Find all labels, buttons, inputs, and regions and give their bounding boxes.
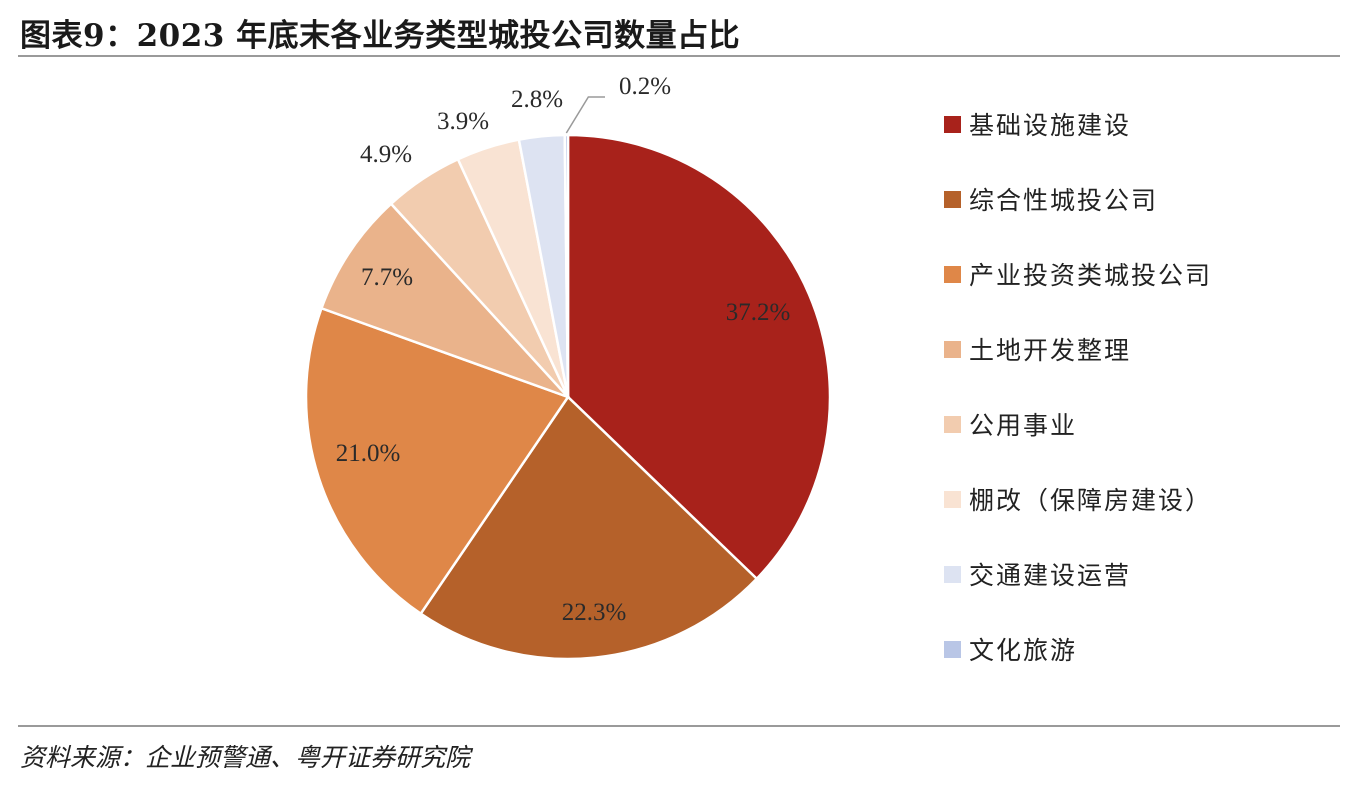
legend-item: 棚改（保障房建设）	[944, 479, 1212, 519]
legend-item: 综合性城投公司	[944, 179, 1158, 219]
chart-title: 图表9：2023 年底末各业务类型城投公司数量占比	[20, 18, 741, 54]
legend-item: 交通建设运营	[944, 554, 1131, 594]
pie-slice-2	[418, 395, 759, 661]
legend-label: 棚改（保障房建设）	[969, 486, 1213, 515]
pie-data-label: 37.2%	[726, 299, 791, 326]
legend-item: 公用事业	[944, 404, 1077, 444]
legend-swatch	[944, 265, 961, 283]
title-divider	[18, 55, 1340, 57]
legend-label: 文化旅游	[969, 636, 1078, 665]
legend-item: 土地开发整理	[944, 329, 1131, 369]
legend-swatch	[944, 415, 961, 433]
legend-label: 综合性城投公司	[969, 186, 1159, 215]
legend-label: 土地开发整理	[969, 336, 1132, 365]
legend-label: 公用事业	[969, 411, 1078, 440]
legend-swatch	[944, 115, 961, 133]
pie-data-label: 3.9%	[437, 108, 489, 135]
legend-swatch	[944, 190, 961, 208]
legend-item: 文化旅游	[944, 629, 1077, 669]
legend-swatch	[944, 565, 961, 583]
source-note: 资料来源：企业预警通、粤开证券研究院	[20, 743, 471, 772]
pie-data-label: 4.9%	[360, 141, 412, 168]
pie-data-label: 7.7%	[361, 264, 413, 291]
source-divider	[18, 725, 1340, 727]
legend-swatch	[944, 640, 961, 658]
pie-slice-1	[566, 133, 832, 581]
pie-slice-8	[563, 133, 570, 398]
legend-label: 基础设施建设	[969, 111, 1132, 140]
pie-slice-4	[319, 202, 569, 399]
legend-item: 基础设施建设	[944, 104, 1131, 144]
pie-data-label: 2.8%	[511, 86, 563, 113]
leader-line	[565, 96, 605, 134]
pie-data-label: 22.3%	[562, 599, 627, 626]
legend-item: 产业投资类城投公司	[944, 254, 1212, 294]
pie-slice-3	[304, 306, 570, 616]
legend-label: 交通建设运营	[969, 561, 1132, 590]
pie-data-label: 21.0%	[336, 440, 401, 467]
pie-data-label: 0.2%	[619, 73, 671, 100]
legend-label: 产业投资类城投公司	[969, 261, 1213, 290]
legend-swatch	[944, 340, 961, 358]
legend-swatch	[944, 490, 961, 508]
